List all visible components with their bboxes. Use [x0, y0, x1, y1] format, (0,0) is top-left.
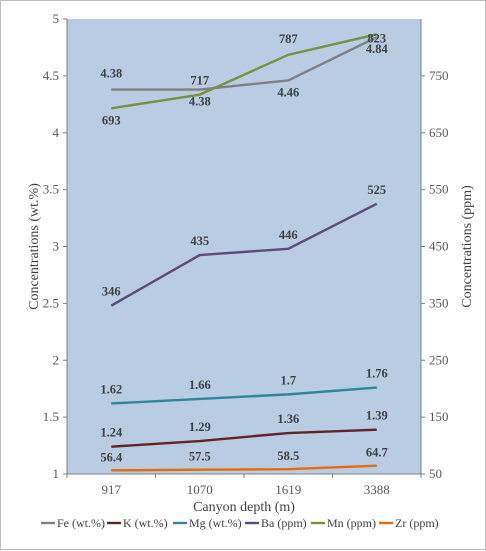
legend-label: Mg (wt.%) [189, 516, 242, 530]
legend-label: K (wt.%) [123, 516, 168, 530]
legend-label: Zr (ppm) [395, 516, 439, 530]
data-label-zr: 57.5 [189, 450, 211, 464]
series-lines [110, 33, 378, 472]
legend-label: Ba (ppm) [261, 516, 307, 530]
y-left-tick-label: 2 [53, 352, 60, 367]
legend-item-fe: Fe (wt.%) [41, 516, 105, 530]
data-label-k: 1.36 [277, 412, 299, 426]
data-label-zr: 56.4 [100, 450, 123, 464]
y-left-tick-label: 2.5 [43, 295, 59, 310]
x-axis-title: Canyon depth (m) [193, 500, 295, 515]
x-tick-label: 3388 [364, 482, 390, 497]
data-label-mg: 1.7 [280, 373, 296, 387]
data-label-mn: 787 [279, 32, 298, 46]
y-right-tick-label: 250 [429, 352, 449, 367]
y-right-tick-label: 750 [429, 68, 449, 83]
x-tick-label: 1070 [187, 482, 213, 497]
x-tick-label: 917 [102, 482, 122, 497]
series-line-k [111, 428, 377, 448]
data-label-ba: 525 [367, 183, 386, 197]
y-left-tick-label: 1 [53, 466, 60, 481]
y-left-tick-label: 3 [53, 239, 60, 254]
series-line-mn [111, 33, 378, 110]
data-label-ba: 446 [279, 228, 298, 242]
series-line-fe [111, 36, 378, 91]
y-right-tick-label: 150 [429, 409, 449, 424]
plot-area [67, 19, 421, 474]
legend-label: Mn (ppm) [327, 516, 376, 530]
data-label-ba: 435 [190, 234, 209, 248]
y-left-tick-label: 4.5 [43, 68, 59, 83]
data-label-k: 1.24 [100, 426, 123, 440]
y-left-tick-label: 1.5 [43, 409, 59, 424]
data-label-mg: 1.76 [366, 367, 388, 381]
y-right-tick-label: 50 [429, 466, 442, 481]
data-label-mn: 717 [190, 74, 209, 88]
data-label-fe: 4.84 [366, 42, 389, 56]
data-label-zr: 64.7 [366, 446, 388, 460]
legend-item-ba: Ba (ppm) [245, 516, 307, 530]
y-right-tick-label: 350 [429, 295, 449, 310]
legend: Fe (wt.%) K (wt.%) Mg (wt.%) Ba (ppm) Mn (pp… [41, 516, 439, 530]
data-label-fe: 4.38 [100, 67, 122, 81]
series-line-zr [111, 464, 377, 472]
y-right-tick-label: 650 [429, 125, 449, 140]
series-line-mg [111, 386, 377, 405]
data-label-ba: 346 [102, 285, 121, 299]
data-label-mn: 823 [367, 31, 386, 45]
legend-item-mg: Mg (wt.%) [173, 516, 242, 530]
data-label-mg: 1.66 [189, 378, 211, 392]
legend-item-k: K (wt.%) [107, 516, 168, 530]
data-label-mn: 693 [102, 113, 121, 127]
data-label-zr: 58.5 [277, 449, 299, 463]
y-right-tick-label: 450 [429, 239, 449, 254]
y-left-tick-label: 4 [53, 125, 60, 140]
series-line-ba [110, 202, 378, 307]
axes: 11.522.533.544.5550150250350450550650750… [43, 11, 449, 497]
data-label-fe: 4.46 [277, 85, 299, 99]
y-axis-right-title: Concentrations (ppm) [460, 185, 475, 308]
y-axis-left-title: Concentrations (wt.%) [27, 183, 42, 310]
y-right-tick-label: 550 [429, 182, 449, 197]
x-tick-label: 1619 [275, 482, 301, 497]
y-left-tick-label: 3.5 [43, 182, 59, 197]
data-label-k: 1.29 [189, 420, 211, 434]
data-label-k: 1.39 [366, 409, 388, 423]
legend-label: Fe (wt.%) [57, 516, 105, 530]
data-label-mg: 1.62 [100, 382, 122, 396]
legend-item-mn: Mn (ppm) [311, 516, 376, 530]
data-label-fe: 4.38 [189, 95, 211, 109]
legend-item-zr: Zr (ppm) [379, 516, 439, 530]
y-left-tick-label: 5 [53, 11, 60, 26]
data-labels: 4.38 4.38 4.46 4.84 1.24 1.29 1.36 1.39 1.62 1.66… [100, 31, 388, 464]
